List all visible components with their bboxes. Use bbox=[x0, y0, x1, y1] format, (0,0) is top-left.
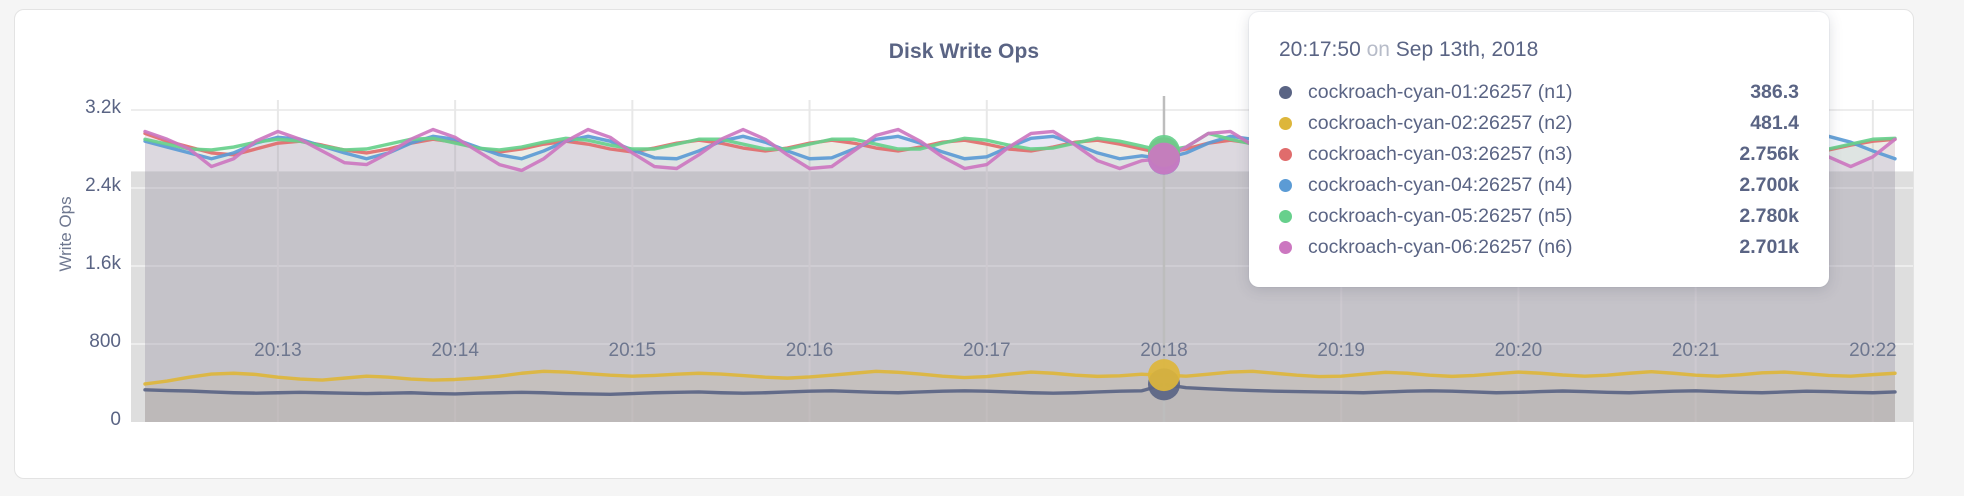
y-axis-tick-label: 2.4k bbox=[85, 175, 121, 196]
y-axis-tick-label: 0 bbox=[110, 409, 121, 430]
series-color-dot-icon bbox=[1279, 210, 1292, 223]
tooltip-series-value: 481.4 bbox=[1750, 112, 1799, 134]
tooltip-row: cockroach-cyan-01:26257 (n1) 386.3 bbox=[1279, 77, 1799, 108]
series-color-dot-icon bbox=[1279, 148, 1292, 161]
series-color-dot-icon bbox=[1279, 117, 1292, 130]
x-axis-tick-label: 20:19 bbox=[1317, 340, 1365, 361]
x-axis-tick-label: 20:20 bbox=[1494, 340, 1543, 361]
x-axis-tick-label: 20:21 bbox=[1671, 340, 1720, 361]
series-color-dot-icon bbox=[1279, 179, 1292, 192]
tooltip-series-label: cockroach-cyan-01:26257 (n1) bbox=[1308, 81, 1573, 103]
tooltip-series-label: cockroach-cyan-06:26257 (n6) bbox=[1308, 236, 1573, 258]
tooltip-series-label: cockroach-cyan-03:26257 (n3) bbox=[1308, 143, 1573, 165]
x-axis-tick-label: 20:13 bbox=[254, 340, 302, 361]
x-axis-tick-label: 20:14 bbox=[431, 340, 479, 361]
tooltip-series-list: cockroach-cyan-01:26257 (n1) 386.3 cockroa… bbox=[1279, 77, 1799, 263]
tooltip-series-value: 2.701k bbox=[1739, 236, 1799, 258]
series-color-dot-icon bbox=[1279, 86, 1292, 99]
y-axis-tick-label: 800 bbox=[89, 331, 121, 352]
x-axis-tick-label: 20:16 bbox=[785, 340, 834, 361]
tooltip-timestamp: 20:17:50 on Sep 13th, 2018 bbox=[1279, 38, 1799, 62]
hover-tooltip: 20:17:50 on Sep 13th, 2018 cockroach-cya… bbox=[1249, 12, 1829, 287]
tooltip-on-word: on bbox=[1366, 38, 1390, 61]
chart-card: Disk Write Ops 0 800 1.6k 2.4k 3.2k Write Op… bbox=[14, 9, 1914, 479]
tooltip-row: cockroach-cyan-03:26257 (n3) 2.756k bbox=[1279, 139, 1799, 170]
y-axis-ticks: 0 800 1.6k 2.4k 3.2k bbox=[43, 10, 121, 478]
page-title: Disk Write Ops bbox=[888, 40, 1040, 63]
x-axis-tick-label: 20:17 bbox=[962, 340, 1011, 361]
tooltip-series-label: cockroach-cyan-05:26257 (n5) bbox=[1308, 205, 1573, 227]
tooltip-time: 20:17:50 bbox=[1279, 38, 1361, 61]
tooltip-series-label: cockroach-cyan-04:26257 (n4) bbox=[1308, 174, 1573, 196]
tooltip-series-value: 2.700k bbox=[1739, 174, 1799, 196]
tooltip-row: cockroach-cyan-06:26257 (n6) 2.701k bbox=[1279, 232, 1799, 263]
x-axis-tick-label: 20:22 bbox=[1849, 340, 1897, 361]
tooltip-series-value: 2.780k bbox=[1739, 205, 1799, 227]
tooltip-series-value: 386.3 bbox=[1750, 81, 1799, 103]
y-axis-tick-label: 1.6k bbox=[85, 253, 121, 274]
tooltip-row: cockroach-cyan-04:26257 (n4) 2.700k bbox=[1279, 170, 1799, 201]
tooltip-series-value: 2.756k bbox=[1739, 143, 1799, 165]
tooltip-row: cockroach-cyan-02:26257 (n2) 481.4 bbox=[1279, 108, 1799, 139]
x-axis-ticks: 20:13 20:14 20:15 20:16 20:17 20:18 20:19 20:20… bbox=[15, 10, 1913, 478]
tooltip-series-label: cockroach-cyan-02:26257 (n2) bbox=[1308, 112, 1573, 134]
series-color-dot-icon bbox=[1279, 241, 1292, 254]
x-axis-tick-label: 20:15 bbox=[608, 340, 657, 361]
x-axis-tick-label: 20:18 bbox=[1140, 340, 1188, 361]
tooltip-date: Sep 13th, 2018 bbox=[1395, 38, 1539, 61]
tooltip-row: cockroach-cyan-05:26257 (n5) 2.780k bbox=[1279, 201, 1799, 232]
y-axis-tick-label: 3.2k bbox=[85, 97, 121, 118]
